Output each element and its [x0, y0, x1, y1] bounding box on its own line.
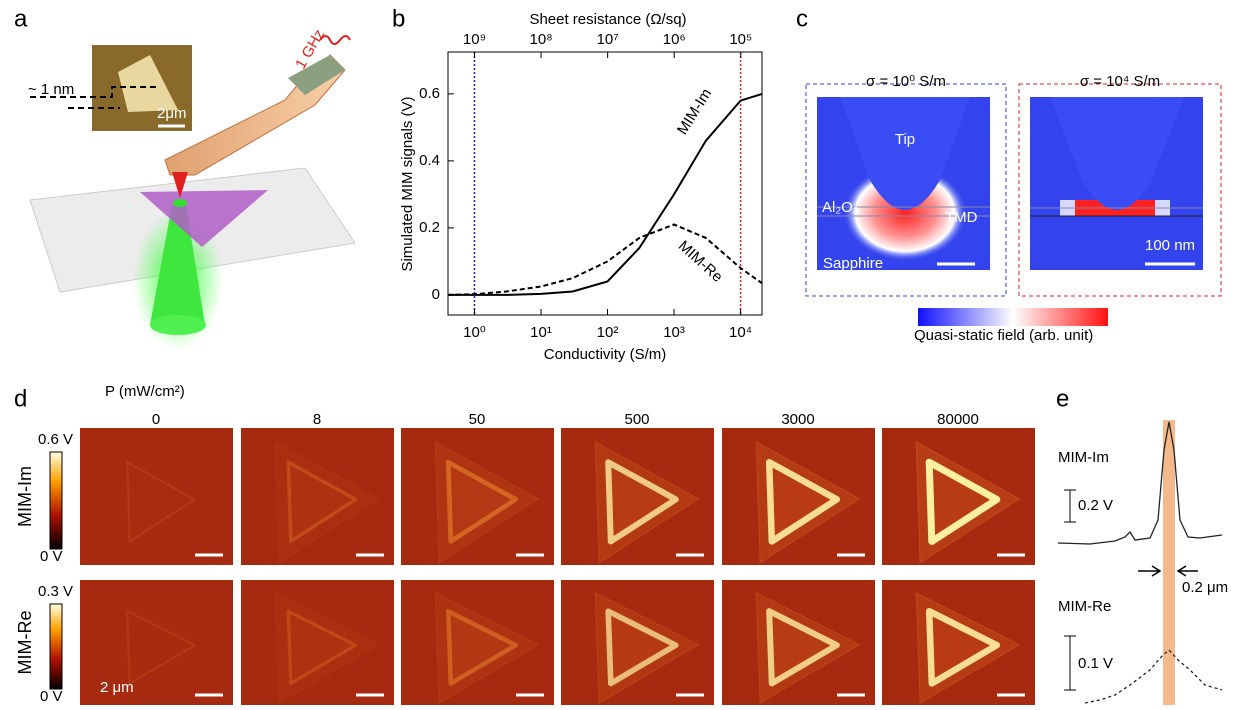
- panel-label: e: [1056, 385, 1069, 412]
- panel-label: c: [796, 5, 808, 32]
- tmd-label: TMD: [945, 209, 978, 226]
- simulation: σ = 10⁰ S/m σ = 10⁴ S/m Tip Al₂O₃ TMD Sa…: [806, 73, 1221, 376]
- schematic: ~ 1 nm 2μm 1 GHz: [28, 27, 355, 350]
- power-value: 50: [469, 411, 486, 428]
- colorbar-max: 0.6 V: [38, 431, 73, 448]
- x-tick-label: 10⁰: [463, 324, 486, 341]
- row-label: MIM-Re: [15, 611, 35, 675]
- power-value: 500: [624, 411, 649, 428]
- scale-label: 0.2 V: [1078, 497, 1113, 514]
- y-tick-label: 0.6: [419, 85, 440, 102]
- x-tick-label: 10¹: [530, 324, 552, 341]
- x2-axis-label: Sheet resistance (Ω/sq): [529, 11, 686, 28]
- scale-label: 2μm: [157, 105, 186, 122]
- x2-tick-label: 10⁹: [463, 31, 486, 48]
- x-tick-label: 10⁴: [729, 324, 752, 341]
- colorbar-max: 0.3 V: [38, 583, 73, 600]
- power-value: 8: [313, 411, 321, 428]
- colorbar-min: 0 V: [40, 688, 63, 705]
- power-value: 0: [152, 411, 160, 428]
- figure: a b c d e ~ 1 nm 2μm 1 GHz Sheet resista…: [0, 0, 1239, 710]
- scale-label: 100 nm: [1145, 237, 1195, 254]
- x2-tick-label: 10⁷: [597, 31, 619, 48]
- panel-label: d: [14, 385, 27, 412]
- power-label: P (mW/cm²): [105, 383, 185, 400]
- colorbar-min: 0 V: [40, 548, 63, 565]
- scale-label: 2 μm: [100, 679, 134, 696]
- sim-title: σ = 10⁰ S/m: [866, 73, 946, 90]
- scale-label: 0.1 V: [1078, 655, 1113, 672]
- tip-label: Tip: [895, 131, 915, 148]
- x-tick-label: 10²: [597, 324, 619, 341]
- panel-label: a: [14, 5, 28, 32]
- colorbar-label: Quasi-static field (arb. unit): [914, 326, 1114, 346]
- trace-label: MIM-Re: [1058, 598, 1111, 615]
- profiles: MIM-Im 0.2 V 0.2 μm MIM-Re 0.1 V: [1058, 420, 1228, 705]
- trace-label: MIM-Im: [1058, 449, 1109, 466]
- row-label: MIM-Im: [15, 466, 35, 527]
- x-tick-label: 10³: [663, 324, 685, 341]
- series-label: MIM-Im: [674, 86, 715, 138]
- power-value: 80000: [937, 411, 979, 428]
- y-axis-label: Simulated MIM signals (V): [399, 96, 416, 271]
- colorbar-label-box: Quasi-static field (arb. unit): [914, 326, 1114, 376]
- y-tick-label: 0: [432, 286, 440, 303]
- height-label: ~ 1 nm: [28, 81, 74, 98]
- y-tick-label: 0.4: [419, 152, 440, 169]
- panel-label: b: [392, 5, 405, 32]
- line-chart: 10⁰ 10¹ 10² 10³ 10⁴ 10⁹ 10⁸ 10⁷ 10⁶ 10⁵ 0 0.2 0.4 0.6…: [419, 31, 762, 341]
- x-axis-label: Conductivity (S/m): [544, 346, 667, 363]
- x2-tick-label: 10⁵: [729, 31, 752, 48]
- power-value: 3000: [781, 411, 814, 428]
- x2-tick-label: 10⁸: [530, 31, 553, 48]
- colorbar: [50, 452, 62, 549]
- width-label: 0.2 μm: [1182, 579, 1228, 596]
- oxide-label: Al₂O₃: [822, 199, 859, 216]
- x2-tick-label: 10⁶: [663, 31, 686, 48]
- colorbar: [50, 604, 62, 689]
- substrate-label: Sapphire: [823, 255, 883, 272]
- y-tick-label: 0.2: [419, 219, 440, 236]
- sim-title: σ = 10⁴ S/m: [1080, 73, 1160, 90]
- series-label: MIM-Re: [675, 237, 726, 285]
